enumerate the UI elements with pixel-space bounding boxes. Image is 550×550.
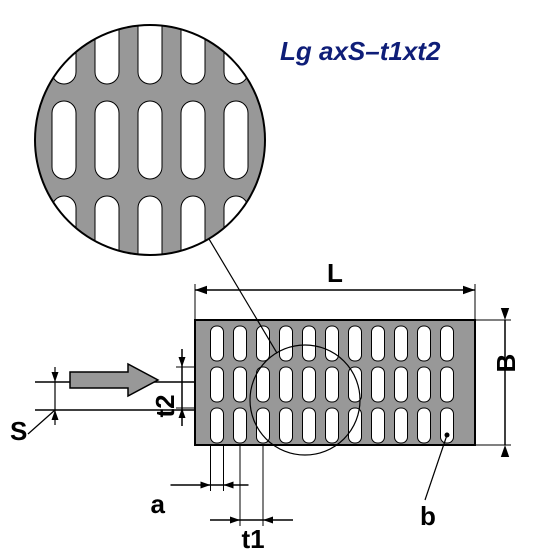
dim-l: L — [327, 258, 343, 288]
dim-b-margin: b — [420, 501, 436, 531]
dim-a: a — [151, 489, 166, 519]
dim-t2: t2 — [150, 394, 180, 417]
dim-s: S — [10, 416, 27, 446]
perforated-sheet — [195, 320, 475, 445]
s-leader — [28, 410, 55, 434]
dim-t1: t1 — [242, 524, 265, 550]
dim-b: B — [491, 354, 521, 373]
feed-direction-arrow — [70, 364, 158, 396]
title-label: Lg axS–t1xt2 — [280, 36, 441, 66]
